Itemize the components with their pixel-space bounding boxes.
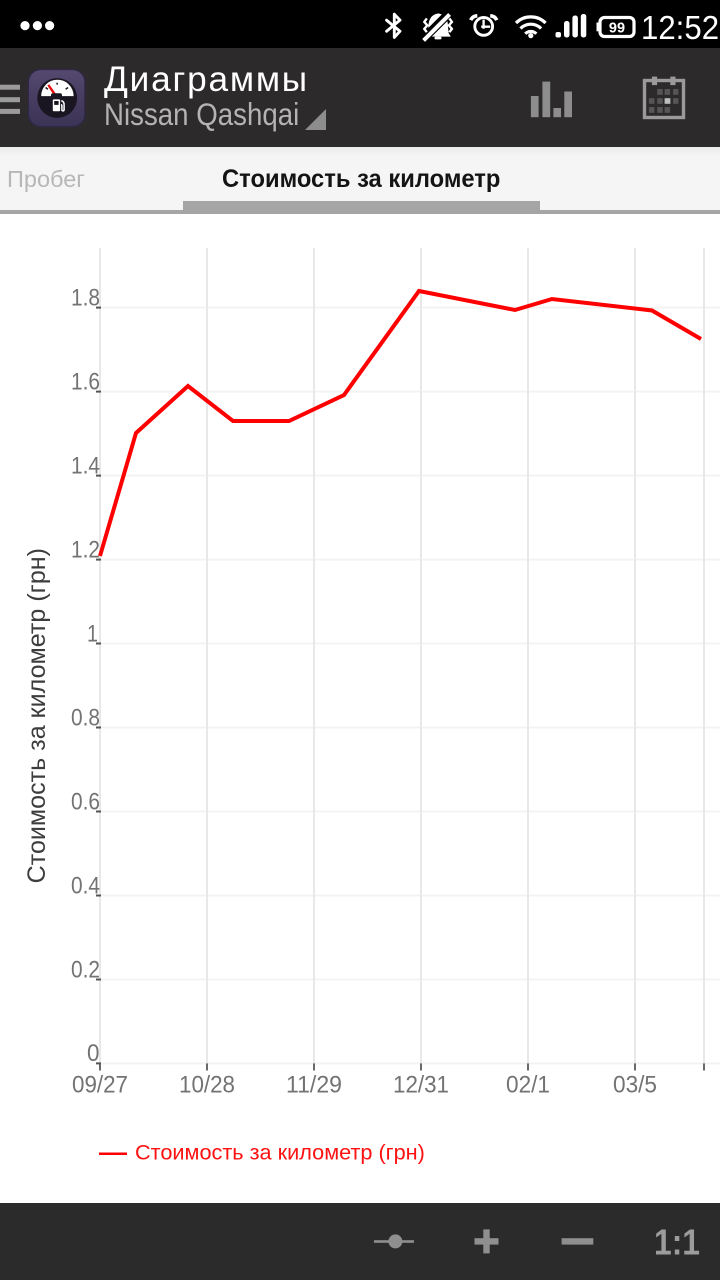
svg-text:1.8: 1.8 [71, 284, 100, 311]
svg-text:1:1: 1:1 [654, 1222, 700, 1263]
svg-text:1: 1 [87, 620, 98, 647]
svg-text:Стоимость за километр (грн): Стоимость за километр (грн) [135, 1140, 425, 1165]
svg-text:11/29: 11/29 [286, 1072, 342, 1099]
svg-text:10/28: 10/28 [179, 1072, 235, 1099]
svg-text:0.8: 0.8 [71, 704, 100, 731]
svg-text:0.2: 0.2 [71, 956, 100, 983]
svg-text:1.6: 1.6 [71, 368, 100, 395]
svg-text:09/27: 09/27 [72, 1072, 128, 1099]
svg-text:0.6: 0.6 [71, 788, 100, 815]
svg-text:Стоимость за километр (грн): Стоимость за километр (грн) [23, 548, 51, 883]
svg-text:02/1: 02/1 [506, 1072, 550, 1099]
svg-text:1.4: 1.4 [71, 452, 100, 479]
svg-text:1.2: 1.2 [71, 536, 100, 563]
svg-text:0: 0 [87, 1040, 100, 1067]
svg-text:0.4: 0.4 [71, 872, 100, 899]
svg-text:03/5: 03/5 [613, 1072, 657, 1099]
svg-text:12/31: 12/31 [393, 1072, 449, 1099]
svg-text:99: 99 [609, 21, 625, 37]
